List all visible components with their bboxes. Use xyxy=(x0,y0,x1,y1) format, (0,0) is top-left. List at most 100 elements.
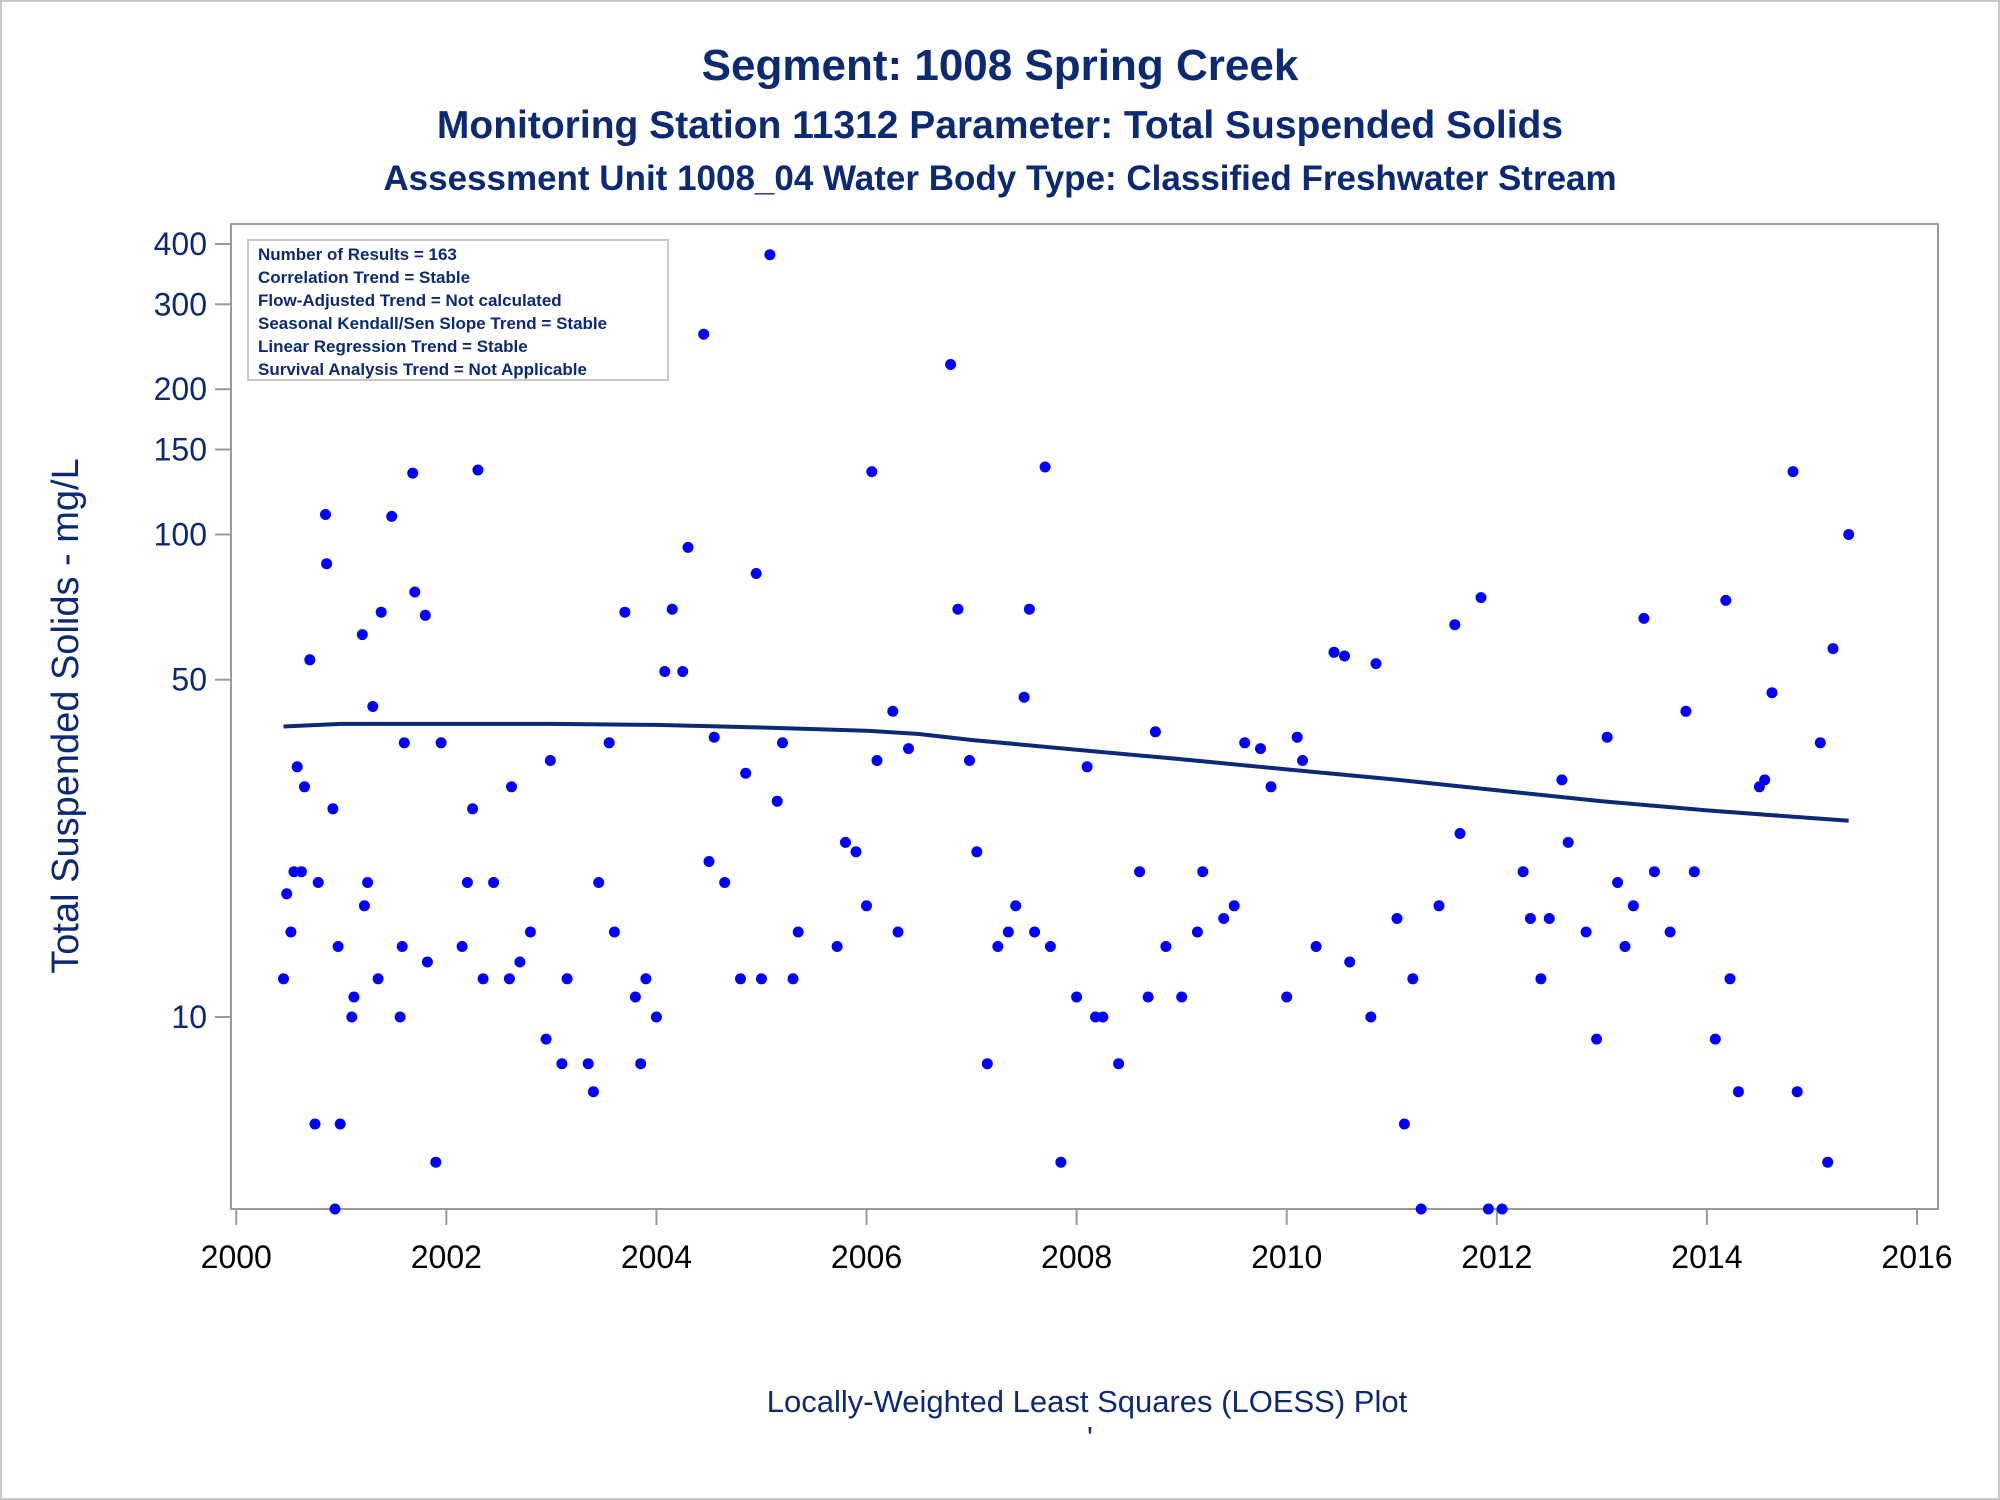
data-point xyxy=(1449,619,1461,631)
data-point xyxy=(1142,991,1154,1003)
data-point xyxy=(1328,646,1340,658)
data-point xyxy=(1197,866,1209,878)
data-point xyxy=(1344,956,1356,968)
x-tick-label: 2016 xyxy=(1881,1239,1952,1275)
data-point xyxy=(419,609,431,621)
data-point xyxy=(1843,529,1855,540)
data-point xyxy=(1191,926,1203,938)
data-point xyxy=(787,973,799,985)
data-point xyxy=(1415,1203,1427,1215)
data-point xyxy=(608,926,620,938)
data-point xyxy=(278,973,289,985)
data-point xyxy=(582,1058,594,1070)
data-point xyxy=(1407,973,1419,985)
x-tick-label: 2014 xyxy=(1671,1239,1742,1275)
data-point xyxy=(945,359,957,370)
data-point xyxy=(866,466,878,478)
data-point xyxy=(506,781,517,793)
x-tick-label: 2002 xyxy=(411,1239,482,1275)
y-tick-label: 10 xyxy=(171,999,207,1035)
data-point xyxy=(1218,913,1230,924)
data-point xyxy=(719,877,731,888)
data-point xyxy=(1814,737,1826,749)
data-point xyxy=(346,1011,358,1023)
data-point xyxy=(299,781,310,793)
y-tick-label: 150 xyxy=(154,432,207,468)
title-station: Monitoring Station 11312 Parameter: Tota… xyxy=(437,104,1563,147)
data-point xyxy=(348,991,360,1003)
data-point xyxy=(312,877,324,888)
data-point xyxy=(1648,866,1660,878)
stats-flow-adjusted-trend: Flow-Adjusted Trend = Not calculated xyxy=(258,291,562,310)
data-point xyxy=(1664,926,1676,938)
data-point xyxy=(750,568,762,579)
data-point xyxy=(1039,461,1051,473)
title-segment: Segment: 1008 Spring Creek xyxy=(702,41,1299,90)
data-point xyxy=(1010,900,1022,912)
data-point xyxy=(1791,1086,1803,1098)
data-point xyxy=(309,1118,321,1130)
data-point xyxy=(329,1203,341,1215)
data-point xyxy=(1720,594,1732,606)
data-point xyxy=(1398,1118,1410,1130)
data-point xyxy=(1281,991,1293,1003)
data-point xyxy=(1688,866,1700,878)
data-point xyxy=(285,926,297,938)
x-tick-label: 2000 xyxy=(201,1239,272,1275)
data-point xyxy=(1023,603,1035,615)
data-point xyxy=(756,973,767,985)
data-points xyxy=(278,249,1855,1215)
data-point xyxy=(1018,691,1030,703)
data-point xyxy=(461,877,473,888)
data-point xyxy=(1176,991,1188,1003)
data-point xyxy=(372,973,384,985)
y-axis: 10 50 100 150 200 300 400 xyxy=(154,226,231,1035)
data-point xyxy=(407,467,419,479)
data-point xyxy=(1535,973,1547,985)
data-point xyxy=(375,606,387,618)
data-point xyxy=(1822,1156,1834,1168)
data-point xyxy=(1612,877,1624,888)
data-point xyxy=(861,900,872,912)
data-point xyxy=(1239,737,1251,749)
data-point xyxy=(1517,866,1529,878)
data-point xyxy=(871,755,883,766)
data-point xyxy=(1291,731,1303,743)
data-point xyxy=(1160,941,1172,952)
data-point xyxy=(677,666,689,677)
data-point xyxy=(831,941,843,952)
data-point xyxy=(981,1058,993,1070)
data-point xyxy=(740,767,752,779)
data-point xyxy=(472,464,484,476)
data-point xyxy=(362,877,374,888)
data-point xyxy=(735,973,746,985)
data-point xyxy=(629,991,641,1003)
data-point xyxy=(777,737,788,749)
data-point xyxy=(1370,658,1382,670)
data-point xyxy=(650,1011,662,1023)
data-point xyxy=(1097,1011,1109,1023)
data-point xyxy=(467,803,479,815)
stats-linear-regression-trend: Linear Regression Trend = Stable xyxy=(258,337,528,356)
data-point xyxy=(320,509,331,520)
data-point xyxy=(1055,1156,1067,1168)
data-point xyxy=(421,956,433,968)
data-point xyxy=(386,510,398,522)
x-axis: 2000 2002 2004 2006 2008 2010 2012 2014 2016 xyxy=(201,1209,1953,1275)
data-point xyxy=(332,941,344,952)
data-point xyxy=(540,1033,552,1045)
data-point xyxy=(1310,941,1322,952)
stats-seasonal-kendall-trend: Seasonal Kendall/Sen Slope Trend = Stabl… xyxy=(258,314,607,333)
data-point xyxy=(703,856,715,867)
data-point xyxy=(1732,1086,1744,1098)
data-point xyxy=(587,1086,599,1098)
data-point xyxy=(840,836,851,848)
data-point xyxy=(1339,650,1350,662)
x-tick-label: 2004 xyxy=(621,1239,692,1275)
data-point xyxy=(1787,466,1799,478)
y-axis-label: Total Suspended Solids - mg/L xyxy=(45,458,87,973)
data-point xyxy=(556,1058,568,1070)
stats-box-border xyxy=(247,239,669,381)
data-point xyxy=(952,603,964,615)
data-point xyxy=(291,761,303,773)
